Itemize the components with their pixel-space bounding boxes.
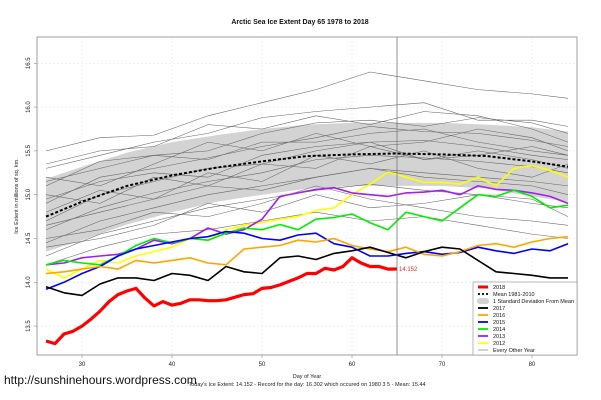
other-year-line [45, 141, 569, 200]
series-2016-line [45, 235, 569, 275]
other-year-line [45, 128, 569, 182]
x-tick-label: 60 [349, 362, 356, 368]
other-year-line [45, 111, 569, 165]
series-2014-line [45, 189, 569, 266]
plot-frame [36, 36, 578, 356]
legend-label: 2018 [493, 285, 505, 291]
mean-line [45, 152, 569, 218]
x-tick-label: 30 [79, 362, 86, 368]
legend-label: 2013 [493, 334, 505, 340]
series-2015-line [45, 230, 569, 291]
watermark-url[interactable]: http://sunshinehours.wordpress.com [4, 373, 197, 387]
x-axis: 30 40 50 60 70 80 [79, 355, 536, 368]
y-tick-label: 16.0 [26, 101, 32, 113]
y-tick-label: 15.0 [26, 188, 32, 200]
legend-swatch [477, 298, 489, 304]
x-tick-label: 40 [169, 362, 176, 368]
y-axis: 13.5 14.0 14.5 15.0 15.5 16.0 16.5 [26, 57, 37, 332]
x-tick-label: 80 [529, 362, 536, 368]
legend-label: 2012 [493, 341, 505, 347]
other-year-line [45, 183, 569, 257]
legend-label: 2017 [493, 306, 505, 312]
y-axis-label: Ice Extent in millions of sq. km. [14, 158, 20, 234]
other-year-line [45, 128, 569, 187]
other-year-line [45, 211, 569, 266]
legend-label: 2015 [493, 320, 505, 326]
series-2017-line [45, 246, 568, 297]
series-2018-line [45, 256, 398, 346]
y-tick-label: 15.5 [26, 144, 32, 156]
y-tick-label: 14.5 [26, 232, 32, 244]
legend-label: Every Other Year [493, 348, 535, 354]
x-axis-label: Day of Year [293, 374, 322, 380]
legend-label: 2016 [493, 313, 505, 319]
other-year-line [45, 146, 569, 204]
legend-label: 1 Standard Deviation From Mean [493, 299, 574, 305]
x-tick-label: 70 [439, 362, 446, 368]
legend-box [472, 281, 578, 356]
legend-label: 2014 [493, 327, 505, 333]
mean-1981-2010-line [45, 152, 569, 218]
legend-label: Mean 1981-2010 [493, 292, 535, 298]
series-2012-line [45, 165, 569, 279]
x-tick-label: 50 [259, 362, 266, 368]
other-years [45, 71, 569, 266]
chart-title: Arctic Sea Ice Extent Day 65 1978 to 201… [231, 19, 368, 26]
y-tick-label: 16.5 [26, 57, 32, 69]
highlight-series [45, 165, 569, 346]
footer-stats: Today's Ice Extent: 14.152 - Record for … [188, 382, 425, 388]
current-value-label: 14.152 [399, 267, 418, 273]
other-year-line [45, 185, 569, 239]
other-year-line [45, 150, 569, 213]
y-tick-label: 13.5 [26, 320, 32, 332]
y-tick-label: 14.0 [26, 276, 32, 288]
other-year-line [45, 168, 569, 226]
other-year-line [45, 117, 569, 187]
other-year-line [45, 155, 569, 230]
other-year-line [45, 71, 569, 152]
